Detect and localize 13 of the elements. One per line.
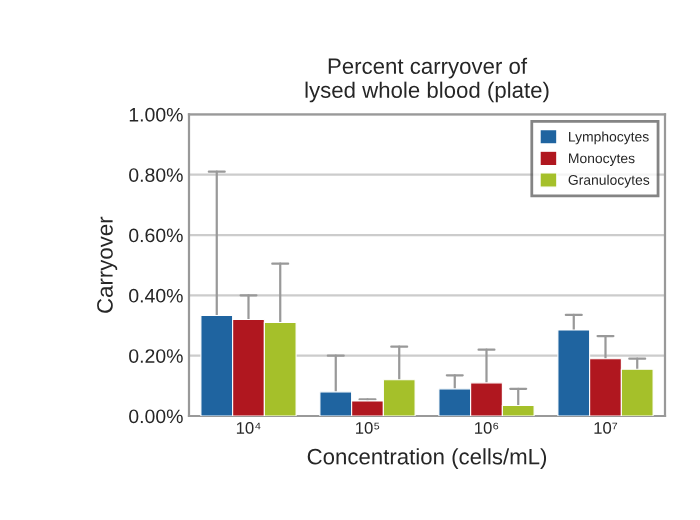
x-axis-title: Concentration (cells/mL) — [307, 448, 547, 469]
x-tick-label: 10⁴ — [236, 422, 261, 434]
y-axis-title: Carryover — [97, 216, 118, 313]
y-tick-label: 0.40% — [129, 288, 183, 303]
y-tick-label: 0.60% — [129, 228, 183, 243]
x-tick-label: 10⁵ — [356, 422, 380, 434]
y-tick-label: 0.80% — [129, 168, 183, 182]
y-tick-label: 0.00% — [129, 409, 183, 424]
x-tick-label: 10⁶ — [475, 422, 499, 434]
chart-title: Percent carryover of lysed whole blood (plate) — [305, 57, 549, 103]
x-tick-label: 10⁷ — [594, 422, 618, 434]
y-tick-label: 1.00% — [129, 107, 183, 122]
y-tick-label: 0.20% — [129, 349, 183, 363]
